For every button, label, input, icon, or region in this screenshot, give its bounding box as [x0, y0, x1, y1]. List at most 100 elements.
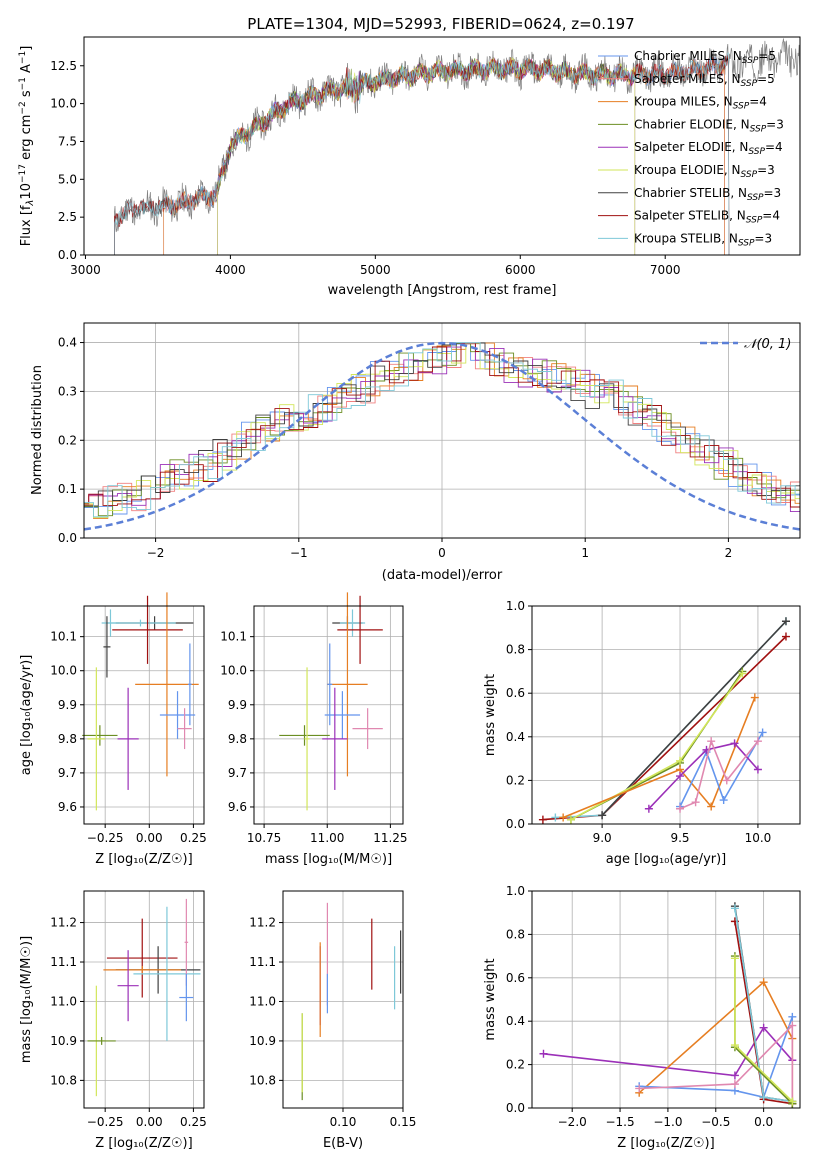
weight-marker: [551, 813, 560, 822]
x-tick-label: 5000: [360, 263, 391, 277]
weight-marker: [738, 669, 747, 678]
panel-grid: [283, 891, 404, 1108]
x-tick-label: 4000: [215, 263, 246, 277]
x-axis-label: mass [log₁₀(M/M☉)]: [265, 852, 392, 867]
y-tick-label: 2.5: [58, 210, 77, 224]
x-axis-label: Z [log₁₀(Z/Z☉)]: [95, 852, 192, 867]
y-tick-label: 0.1: [58, 482, 77, 496]
weight-line: [601, 620, 787, 816]
legend-entry: Chabrier MILES, NSSP=5: [634, 49, 776, 66]
y-axis-label: mass weight: [483, 958, 498, 1040]
y-tick-label: 0.2: [58, 433, 77, 447]
weight-marker: [691, 798, 700, 807]
y-tick-label: 0.4: [506, 730, 525, 744]
y-tick-label: 0.3: [58, 384, 77, 398]
y-tick-label: 9.6: [228, 800, 247, 814]
y-tick-label: 11.0: [50, 994, 77, 1008]
legend-value: =3: [754, 231, 772, 245]
legend-value: =3: [757, 163, 775, 177]
weight-marker: [676, 756, 685, 765]
legend-value: =5: [758, 49, 776, 63]
y-tick-label: 9.6: [58, 800, 77, 814]
weight-line: [679, 732, 764, 807]
y-tick-label: 0.6: [506, 686, 525, 700]
y-tick-label: 9.9: [228, 698, 247, 712]
y-tick-label: 10.9: [50, 1034, 77, 1048]
legend-entry: Salpeter STELIB, NSSP=4: [634, 209, 780, 226]
x-tick-label: 0.10: [330, 1115, 357, 1129]
y-tick-label: 10.9: [249, 1034, 276, 1048]
y-tick-label: 0.4: [58, 336, 77, 350]
histogram-step-kroupa_stelib: [84, 342, 800, 518]
y-tick-label: 11.2: [50, 916, 77, 930]
x-tick-label: 0: [438, 546, 446, 560]
legend-entry: Kroupa STELIB, NSSP=3: [634, 231, 772, 248]
weight-marker: [644, 804, 653, 813]
x-tick-label: 0.00: [136, 831, 163, 845]
mass-vs-metallicity-panel: −0.25 0.00 0.25 10.8 10.9 11.0 11.1 11.2 Z [log₁…: [19, 890, 207, 1151]
y-tick-label: 9.8: [228, 732, 247, 746]
weight-marker: [566, 815, 575, 824]
x-tick-label: −0.5: [701, 1115, 730, 1129]
legend-value: =3: [766, 117, 784, 131]
histogram-data: [83, 341, 801, 531]
x-tick-label: 11.00: [310, 831, 344, 845]
legend-subscript: SSP: [748, 147, 765, 157]
y-tick-label: 0.8: [506, 643, 525, 657]
legend-text: Kroupa ELODIE, N: [634, 163, 741, 177]
weight-marker: [730, 904, 739, 913]
legend-text: Chabrier MILES, N: [634, 49, 742, 63]
y-tick-label: 12.5: [50, 59, 77, 73]
panel-frame: [531, 890, 801, 1109]
x-tick-label: −0.25: [87, 1115, 124, 1129]
y-tick-label: 0.0: [58, 531, 77, 545]
y-tick-label: 0.4: [506, 1014, 525, 1028]
y-tick-label: 0.0: [506, 1101, 525, 1115]
weight-line: [679, 738, 759, 810]
y-axis-label: age [log₁₀(age/yr)]: [19, 655, 34, 776]
weight-marker: [730, 739, 739, 748]
legend-subscript: SSP: [747, 193, 764, 203]
panel-frame: [83, 890, 205, 1109]
x-tick-label: 0.25: [180, 831, 207, 845]
x-tick-label: 7000: [650, 263, 681, 277]
age-vs-mass-panel: 10.75 11.00 11.25 9.6 9.7 9.8 9.9 10.0 10.1 mass …: [220, 592, 408, 867]
weight-line: [639, 1016, 794, 1099]
legend-entry: Kroupa MILES, NSSP=4: [634, 95, 767, 112]
x-tick-label: 3000: [70, 263, 101, 277]
x-axis-label: age [log₁₀(age/yr)]: [606, 852, 727, 867]
y-tick-label: 5.0: [58, 172, 77, 186]
weight-marker: [676, 772, 685, 781]
legend-entry: Kroupa ELODIE, NSSP=3: [634, 163, 775, 180]
legend-text: Chabrier STELIB, N: [634, 186, 747, 200]
y-tick-label: 0.0: [58, 248, 77, 262]
spectrum-panel: PLATE=1304, MJD=52993, FIBERID=0624, z=0…: [18, 15, 801, 298]
histogram-step-salpeter_elodie: [84, 342, 800, 513]
gaussian-curve: [83, 341, 801, 531]
weight-marker: [722, 776, 731, 785]
legend-text: Chabrier ELODIE, N: [634, 117, 750, 131]
histogram-step-kroupa_elodie: [84, 342, 800, 519]
y-tick-label: 11.0: [249, 994, 276, 1008]
weight-marker: [759, 1093, 768, 1102]
weight-line: [555, 620, 787, 819]
panel-grid: [84, 891, 204, 1108]
weight-marker: [758, 728, 767, 737]
spectrum-x-label: wavelength [Angstrom, rest frame]: [328, 283, 557, 298]
weight-line: [562, 697, 756, 819]
legend-value: =4: [749, 95, 767, 109]
y-tick-label: 0.0: [506, 817, 525, 831]
legend-value: =4: [762, 209, 780, 223]
panel-data: [279, 592, 383, 811]
legend-entry: Chabrier ELODIE, NSSP=3: [634, 117, 784, 134]
x-tick-label: 0.25: [180, 1115, 207, 1129]
legend-subscript: SSP: [738, 238, 755, 248]
x-tick-label: −2.0: [558, 1115, 587, 1129]
x-tick-label: −2: [147, 546, 165, 560]
spectrum-data: [114, 38, 800, 255]
histogram-step-salpeter_stelib: [84, 342, 800, 508]
mass-vs-extinction-panel: 0.10 0.15 10.8 10.9 11.0 11.1 11.2 E(B-V): [249, 890, 416, 1151]
panel-data: [301, 902, 402, 1101]
legend-text: Salpeter MILES, N: [634, 72, 741, 86]
